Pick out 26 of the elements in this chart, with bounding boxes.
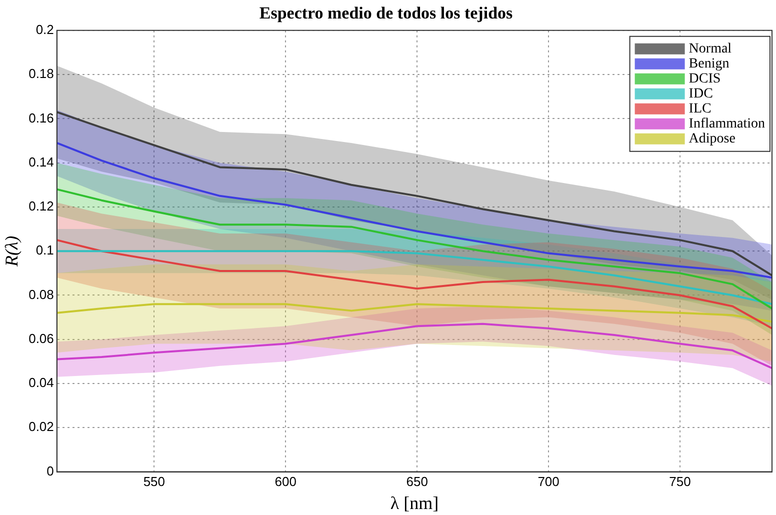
legend-label: IDC bbox=[688, 86, 713, 102]
legend-label: DCIS bbox=[688, 72, 721, 87]
y-tick-label: 0.18 bbox=[28, 66, 54, 82]
legend-label: Adipose bbox=[688, 132, 736, 147]
y-tick-label: 0.14 bbox=[28, 154, 54, 170]
legend-label: Benign bbox=[688, 56, 730, 72]
y-tick-label: 0.06 bbox=[28, 330, 54, 346]
x-tick-label: 650 bbox=[406, 474, 428, 490]
y-tick-label: 0 bbox=[46, 463, 54, 478]
legend-label: Normal bbox=[688, 42, 732, 57]
y-tick-label: 0.12 bbox=[28, 198, 54, 214]
chart-title: Espectro medio de todos los tejidos bbox=[259, 4, 514, 23]
x-axis-title: λ [nm] bbox=[390, 492, 439, 513]
y-tick-label: 0.16 bbox=[28, 110, 54, 126]
y-tick-label: 0.08 bbox=[28, 286, 54, 302]
x-tick-label: 600 bbox=[274, 474, 296, 490]
x-tick-label: 700 bbox=[538, 474, 560, 490]
legend-label: ILC bbox=[688, 102, 712, 117]
x-tick-label: 550 bbox=[143, 474, 166, 490]
y-tick-label: 0.1 bbox=[36, 242, 54, 258]
y-tick-label: 0.02 bbox=[28, 419, 54, 434]
legend-label: Inflammation bbox=[688, 116, 766, 132]
y-tick-label: 0.04 bbox=[28, 375, 54, 390]
y-axis-title: R(λ) bbox=[2, 236, 22, 268]
x-tick-label: 750 bbox=[669, 474, 691, 490]
y-tick-label: 0.2 bbox=[36, 22, 54, 37]
